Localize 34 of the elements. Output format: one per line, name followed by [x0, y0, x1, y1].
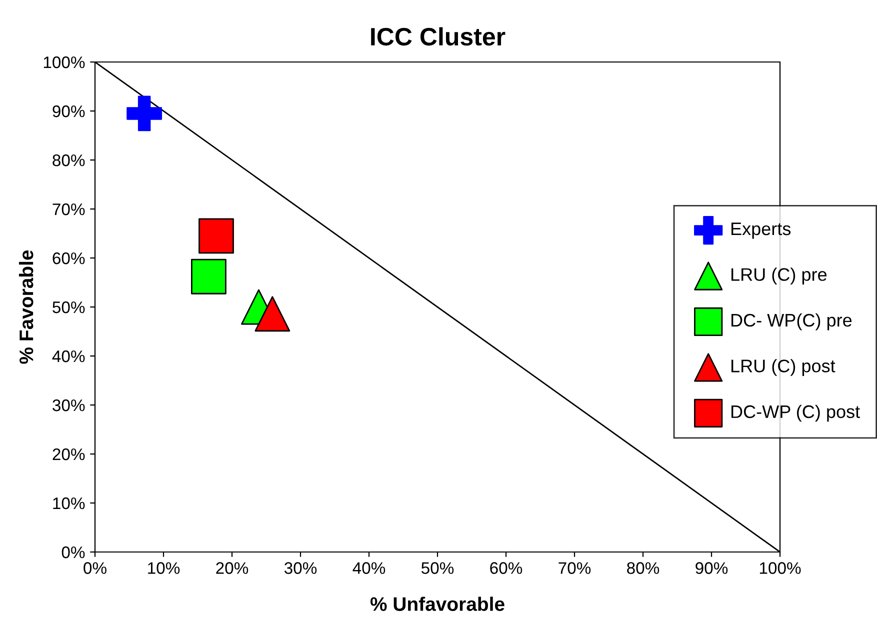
y-tick-label: 80%: [52, 154, 85, 166]
point: [198, 218, 234, 254]
y-tick-label: 20%: [52, 448, 85, 460]
y-tick-label: 10%: [53, 497, 85, 510]
point: [126, 96, 162, 132]
legend-label: LRU (C) pre: [731, 268, 827, 285]
x-tick-label: 80%: [627, 562, 660, 574]
x-tick-label: 10%: [148, 562, 180, 574]
y-tick-label: 40%: [52, 350, 85, 362]
y-tick-label: 50%: [52, 301, 85, 314]
x-tick-label: 0%: [84, 562, 106, 574]
y-axis-title: % Favorable: [18, 250, 34, 364]
y-tick-label: 90%: [52, 105, 85, 118]
x-tick-label: 60%: [490, 562, 522, 574]
legend-label: Experts: [731, 222, 791, 239]
chart-title: ICC Cluster: [371, 27, 506, 46]
point: [191, 258, 226, 294]
y-tick-label: 70%: [52, 203, 85, 216]
legend-label: DC-WP (C) post: [731, 404, 860, 422]
x-tick-label: 90%: [696, 562, 728, 574]
legend-label: DC- WP(C) pre: [731, 313, 852, 330]
x-tick-label: 30%: [284, 562, 317, 574]
x-tick-label: 50%: [421, 562, 454, 574]
x-tick-label: 100%: [760, 562, 801, 574]
y-tick-label: 60%: [52, 252, 85, 264]
legend-label: LRU (C) post: [731, 359, 836, 376]
x-axis-title: % Unfavorable: [370, 596, 504, 611]
y-tick-label: 100%: [44, 56, 85, 68]
x-tick-label: 20%: [216, 562, 248, 574]
x-tick-label: 40%: [352, 562, 386, 574]
y-tick-label: 0%: [62, 546, 85, 558]
y-tick-label: 30%: [52, 399, 85, 412]
x-tick-label: 70%: [558, 562, 591, 574]
point: [254, 296, 290, 332]
